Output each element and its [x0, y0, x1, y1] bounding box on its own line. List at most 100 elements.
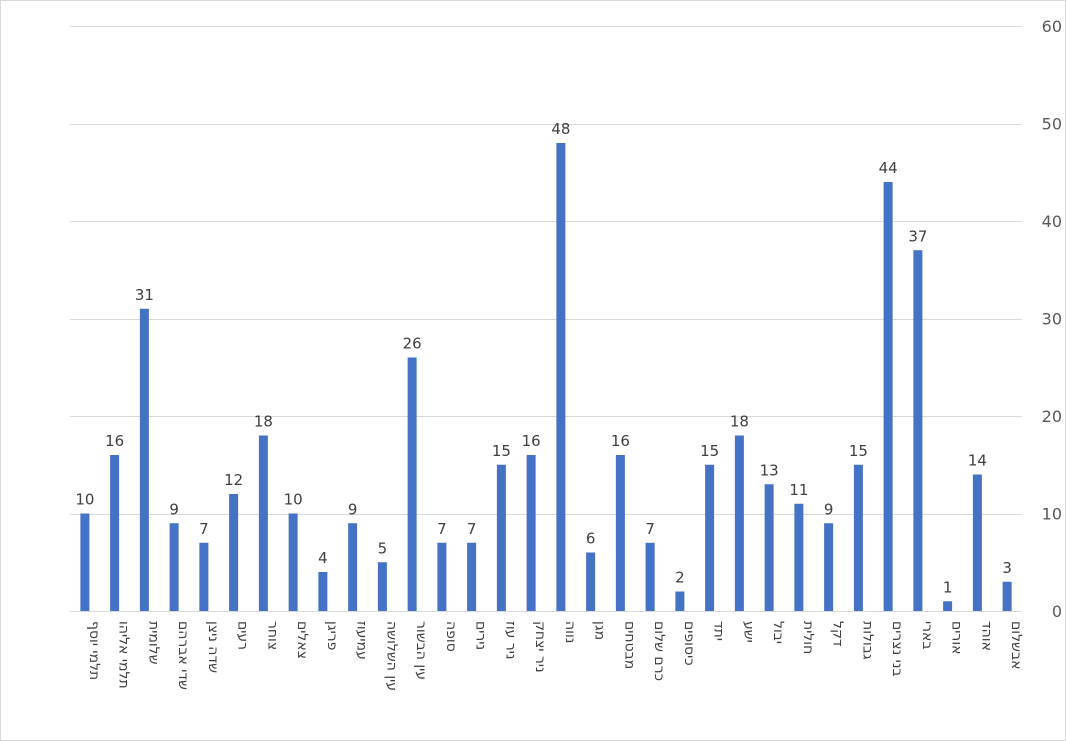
- category-label: רעים: [235, 621, 251, 650]
- bar: [496, 464, 506, 611]
- category-label: דקל: [830, 621, 846, 647]
- y-tick-label: 30: [1042, 310, 1062, 329]
- data-label: 10: [75, 491, 94, 509]
- bar: [467, 542, 477, 611]
- bar: [348, 523, 358, 611]
- data-label: 12: [224, 471, 243, 489]
- bar: [972, 474, 982, 611]
- y-tick-label: 40: [1042, 212, 1062, 231]
- bar: [169, 523, 179, 611]
- category-label: עמיעוז: [354, 621, 370, 660]
- category-label: צאלים: [294, 621, 310, 659]
- bar: [199, 542, 209, 611]
- data-label: 9: [169, 500, 179, 518]
- data-label: 7: [467, 520, 477, 538]
- bar: [80, 513, 90, 611]
- data-label: 16: [522, 432, 541, 450]
- data-label: 9: [824, 500, 834, 518]
- bar: [1002, 581, 1012, 611]
- data-label: 26: [403, 335, 422, 353]
- category-label: סופה: [443, 621, 459, 652]
- category-label: תלמי אליהו: [116, 621, 132, 689]
- data-label: 15: [492, 442, 511, 460]
- data-label: 7: [199, 520, 209, 538]
- y-tick-label: 10: [1042, 505, 1062, 524]
- bar: [943, 601, 953, 611]
- category-label: חולית: [800, 621, 816, 654]
- bar: [824, 523, 834, 611]
- bar: [526, 455, 536, 611]
- bar: [615, 455, 625, 611]
- category-label: עין הבשור: [413, 621, 429, 680]
- data-label: 13: [760, 461, 779, 479]
- data-label: 11: [789, 481, 808, 499]
- y-tick-label: 20: [1042, 407, 1062, 426]
- bar: [764, 484, 774, 611]
- bar: [288, 513, 298, 611]
- bar: [377, 562, 387, 611]
- data-label: 31: [135, 286, 154, 304]
- bar: [407, 357, 417, 611]
- category-label: אורים: [949, 621, 965, 655]
- category-label: מבטחים: [621, 621, 637, 669]
- category-label: בני נצרים: [889, 621, 905, 677]
- data-label: 2: [675, 569, 685, 587]
- category-labels: תלמי יוסף תלמי אליהו שלומית שדי אברהם שדה ני…: [86, 621, 1024, 691]
- category-label: ניר עוז: [502, 621, 518, 660]
- gridlines: [70, 26, 1022, 612]
- data-label: 15: [849, 442, 868, 460]
- data-label: 5: [378, 539, 388, 557]
- bar: [556, 143, 566, 611]
- bar: [318, 572, 328, 611]
- category-label: בארי: [919, 621, 935, 650]
- bar: [705, 464, 715, 611]
- y-tick-label: 0: [1052, 602, 1062, 621]
- category-label: צוחר: [264, 621, 280, 650]
- category-label: נווה: [562, 621, 578, 643]
- category-label: יתד: [711, 621, 727, 641]
- category-label: שלומית: [145, 621, 161, 665]
- bar: [794, 503, 804, 611]
- data-label: 9: [348, 500, 358, 518]
- data-label: 16: [105, 432, 124, 450]
- bar: [883, 182, 893, 611]
- data-label: 15: [700, 442, 719, 460]
- bar: [229, 494, 239, 611]
- category-label: אוהד: [978, 621, 994, 651]
- data-label: 18: [254, 413, 273, 431]
- category-label: מגן: [592, 621, 608, 640]
- data-label: 7: [437, 520, 447, 538]
- category-label: תלמי יוסף: [86, 621, 102, 680]
- bar: [853, 464, 863, 611]
- category-label: יבול: [770, 621, 786, 644]
- data-label: 7: [645, 520, 655, 538]
- category-label: כיסופים: [681, 621, 697, 666]
- bar: [437, 542, 447, 611]
- bar: [913, 250, 923, 611]
- bar: [586, 552, 596, 611]
- data-label: 6: [586, 530, 596, 548]
- category-label: ישע: [740, 621, 756, 643]
- bar: [258, 435, 268, 611]
- bars: [80, 143, 1012, 611]
- y-axis-ticks: 0 10 20 30 40 50 60: [1042, 17, 1062, 621]
- category-label: עין השלושה: [383, 621, 399, 691]
- data-label: 44: [879, 159, 898, 177]
- category-label: גבולות: [859, 621, 875, 660]
- data-label: 14: [968, 452, 987, 470]
- bar: [734, 435, 744, 611]
- category-label: שדה ניצן: [205, 621, 221, 673]
- category-label: ניר יצחק: [532, 621, 548, 673]
- data-label: 1: [943, 578, 953, 596]
- data-label: 4: [318, 549, 328, 567]
- y-tick-label: 60: [1042, 17, 1062, 36]
- bar: [675, 591, 685, 611]
- data-label: 3: [1002, 559, 1012, 577]
- category-label: אבשלום: [1008, 621, 1024, 669]
- category-label: שדי אברהם: [175, 621, 191, 690]
- data-label: 48: [551, 120, 570, 138]
- category-label: פריגן: [324, 621, 340, 650]
- bar: [645, 542, 655, 611]
